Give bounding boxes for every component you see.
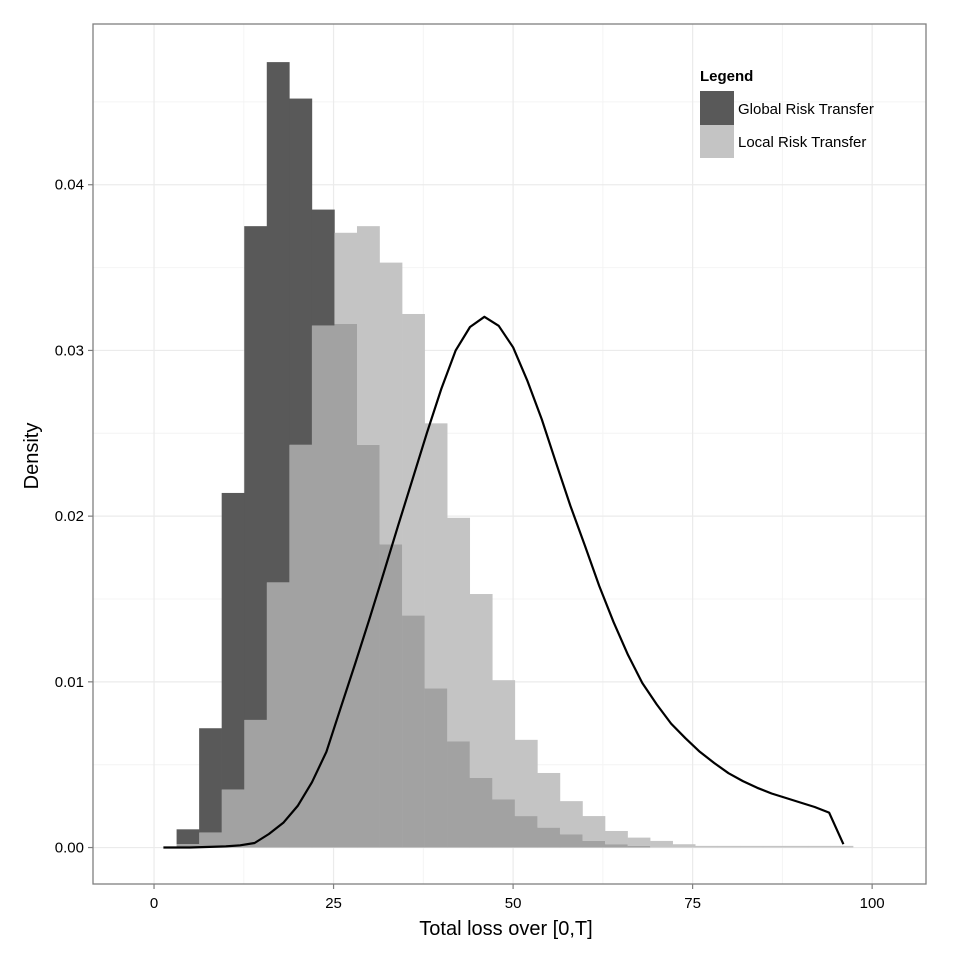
bar-local-risk-transfer xyxy=(334,232,358,324)
bar-local-risk-transfer xyxy=(717,845,741,848)
bar-overlap xyxy=(605,844,628,848)
bar-global-risk-transfer xyxy=(289,98,313,445)
bar-global-risk-transfer xyxy=(199,728,222,833)
bar-overlap xyxy=(424,688,448,848)
bar-local-risk-transfer xyxy=(627,837,651,846)
bar-overlap xyxy=(356,444,380,848)
bar-local-risk-transfer xyxy=(402,313,425,616)
bar-overlap xyxy=(199,832,222,848)
bar-global-risk-transfer xyxy=(244,226,268,720)
x-tick-label: 75 xyxy=(684,895,701,912)
y-axis-title: Density xyxy=(21,423,43,490)
y-tick-label: 0.04 xyxy=(55,177,84,194)
bar-local-risk-transfer xyxy=(582,816,606,841)
bar-overlap xyxy=(514,816,538,848)
bar-local-risk-transfer xyxy=(424,423,448,689)
bar-local-risk-transfer xyxy=(537,772,561,828)
bar-local-risk-transfer xyxy=(785,845,809,848)
bar-local-risk-transfer xyxy=(650,840,673,848)
bar-global-risk-transfer xyxy=(176,829,200,845)
bar-overlap xyxy=(582,840,606,848)
bar-global-risk-transfer xyxy=(311,209,335,326)
bar-overlap xyxy=(492,799,516,848)
bar-local-risk-transfer xyxy=(356,226,380,445)
axis-ticks: 0 25 50 75 100 0.00 0.01 0.02 0.03 0.04 xyxy=(55,177,885,912)
x-tick-label: 100 xyxy=(860,895,885,912)
bar-local-risk-transfer xyxy=(379,262,403,545)
legend: Legend Global Risk Transfer Local Risk T… xyxy=(700,68,874,158)
bar-global-risk-transfer xyxy=(221,492,245,790)
legend-key-local xyxy=(700,125,734,158)
panel-border xyxy=(92,23,927,885)
bar-overlap xyxy=(289,444,313,848)
bars xyxy=(176,62,854,848)
bar-local-risk-transfer xyxy=(830,845,854,848)
legend-key-global xyxy=(700,91,734,125)
bar-global-risk-transfer xyxy=(266,62,290,583)
bar-overlap xyxy=(559,834,583,848)
bar-overlap xyxy=(402,615,425,848)
bar-overlap xyxy=(311,325,335,848)
bar-overlap xyxy=(379,544,403,848)
bar-overlap xyxy=(627,845,651,848)
bar-overlap xyxy=(176,844,200,848)
density-line xyxy=(163,315,845,849)
bar-overlap xyxy=(266,582,290,848)
bar-local-risk-transfer xyxy=(695,845,719,848)
y-tick-label: 0.03 xyxy=(55,342,84,359)
density-line-layer xyxy=(163,315,845,849)
legend-label-global: Global Risk Transfer xyxy=(738,101,874,118)
x-tick-label: 50 xyxy=(505,895,522,912)
x-tick-label: 0 xyxy=(150,895,158,912)
bar-local-risk-transfer xyxy=(447,517,471,742)
x-tick-label: 25 xyxy=(325,895,342,912)
x-axis-title: Total loss over [0,T] xyxy=(419,918,592,940)
legend-label-local: Local Risk Transfer xyxy=(738,134,866,151)
bar-local-risk-transfer xyxy=(807,845,831,848)
bar-overlap xyxy=(469,777,493,848)
bar-overlap xyxy=(221,789,245,848)
bar-local-risk-transfer xyxy=(740,845,764,848)
bar-overlap xyxy=(244,719,268,848)
bar-local-risk-transfer xyxy=(559,801,583,835)
y-tick-label: 0.00 xyxy=(55,840,84,857)
legend-title: Legend xyxy=(700,68,753,85)
bar-local-risk-transfer xyxy=(514,739,538,817)
bar-local-risk-transfer xyxy=(762,845,786,848)
bar-overlap xyxy=(334,323,358,848)
bar-local-risk-transfer xyxy=(492,680,516,800)
y-tick-label: 0.02 xyxy=(55,508,84,525)
y-tick-label: 0.01 xyxy=(55,674,84,691)
bar-local-risk-transfer xyxy=(469,594,493,778)
bar-local-risk-transfer xyxy=(672,844,696,848)
bar-overlap xyxy=(537,827,561,848)
bar-local-risk-transfer xyxy=(605,830,628,845)
bar-overlap xyxy=(447,741,471,848)
